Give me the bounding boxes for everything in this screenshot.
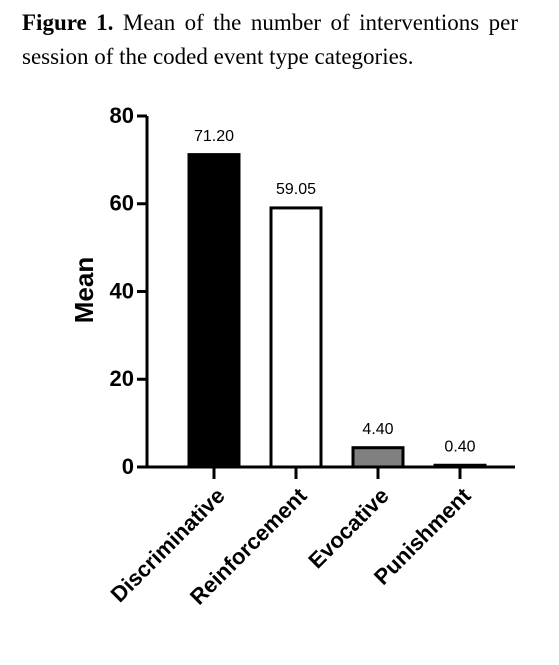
bar (351, 446, 405, 469)
value-label: 4.40 (362, 421, 393, 438)
bar (269, 206, 323, 469)
y-axis-label: Mean (69, 257, 99, 323)
value-label: 71.20 (194, 128, 234, 145)
y-tick-label: 0 (122, 454, 134, 479)
caption-label: Figure 1. (22, 10, 114, 35)
value-label: 59.05 (276, 181, 316, 198)
y-tick-label: 40 (110, 278, 134, 303)
y-tick-label: 60 (110, 191, 134, 216)
y-tick-label: 80 (110, 103, 134, 128)
chart-title: Mean of the number of interventions per … (22, 10, 519, 69)
value-label: 0.40 (444, 438, 475, 455)
bar (433, 463, 487, 469)
bar (187, 153, 241, 469)
y-tick-label: 20 (110, 366, 134, 391)
caption: Figure 1. Mean of the number of interven… (22, 6, 518, 74)
